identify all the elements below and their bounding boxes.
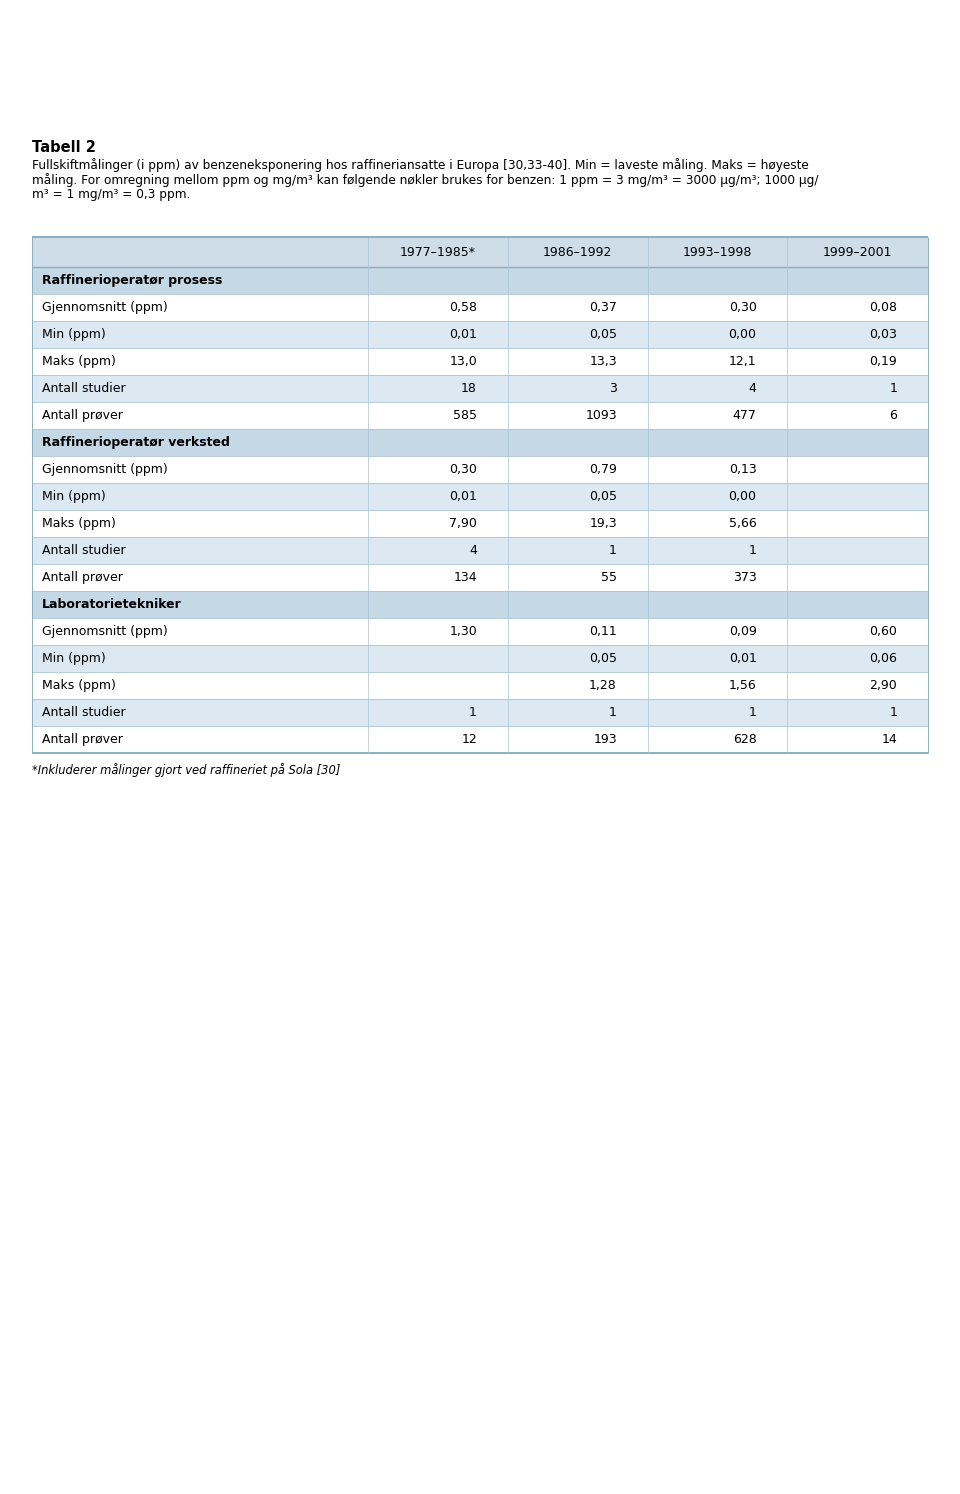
Text: Maks (ppm): Maks (ppm) bbox=[42, 517, 116, 530]
Text: Fullskiftmålinger (i ppm) av benzeneksponering hos raffineriansatte i Europa [30: Fullskiftmålinger (i ppm) av benzenekspo… bbox=[32, 158, 808, 172]
Text: 0,19: 0,19 bbox=[870, 356, 897, 368]
Text: 0,01: 0,01 bbox=[449, 490, 477, 503]
Text: Antall studier: Antall studier bbox=[42, 707, 126, 719]
Text: Antall prøver: Antall prøver bbox=[42, 409, 123, 421]
Text: 0,01: 0,01 bbox=[449, 329, 477, 341]
Bar bbox=[32, 294, 928, 321]
Text: 6: 6 bbox=[889, 409, 897, 421]
Text: Min (ppm): Min (ppm) bbox=[42, 490, 106, 503]
Text: 2,90: 2,90 bbox=[870, 678, 897, 692]
Text: 0,60: 0,60 bbox=[869, 624, 897, 638]
Text: 13,3: 13,3 bbox=[589, 356, 617, 368]
Text: 1993–1998: 1993–1998 bbox=[683, 245, 752, 258]
Text: 19,3: 19,3 bbox=[589, 517, 617, 530]
Text: 18: 18 bbox=[461, 382, 477, 394]
Text: 14: 14 bbox=[881, 734, 897, 746]
Text: Maks (ppm): Maks (ppm) bbox=[42, 356, 116, 368]
Text: 193: 193 bbox=[593, 734, 617, 746]
Text: 1: 1 bbox=[609, 707, 617, 719]
Text: m³ = 1 mg/m³ = 0,3 ppm.: m³ = 1 mg/m³ = 0,3 ppm. bbox=[32, 188, 190, 202]
Text: 0,37: 0,37 bbox=[588, 300, 617, 314]
Text: 0,58: 0,58 bbox=[449, 300, 477, 314]
Text: Min (ppm): Min (ppm) bbox=[42, 329, 106, 341]
Text: 0,00: 0,00 bbox=[729, 490, 756, 503]
Text: 1986–1992: 1986–1992 bbox=[543, 245, 612, 258]
Text: 0,00: 0,00 bbox=[729, 329, 756, 341]
Text: Maks (ppm): Maks (ppm) bbox=[42, 678, 116, 692]
Text: 0,03: 0,03 bbox=[869, 329, 897, 341]
Bar bbox=[32, 645, 928, 672]
Text: Gjennomsnitt (ppm): Gjennomsnitt (ppm) bbox=[42, 463, 168, 477]
Text: 0,13: 0,13 bbox=[729, 463, 756, 477]
Text: Antall studier: Antall studier bbox=[42, 544, 126, 557]
Text: 585: 585 bbox=[453, 409, 477, 421]
Text: Gjennomsnitt (ppm): Gjennomsnitt (ppm) bbox=[42, 624, 168, 638]
Text: 4: 4 bbox=[749, 382, 756, 394]
Text: *Inkluderer målinger gjort ved raffineriet på Sola [30]: *Inkluderer målinger gjort ved raffineri… bbox=[32, 763, 341, 777]
Text: 5,66: 5,66 bbox=[729, 517, 756, 530]
Bar bbox=[32, 565, 928, 592]
Text: 0,30: 0,30 bbox=[729, 300, 756, 314]
Text: 12,1: 12,1 bbox=[729, 356, 756, 368]
Bar bbox=[32, 267, 928, 294]
Text: 0,79: 0,79 bbox=[588, 463, 617, 477]
Text: 7,90: 7,90 bbox=[449, 517, 477, 530]
Bar bbox=[32, 672, 928, 699]
Text: Antall prøver: Antall prøver bbox=[42, 571, 123, 584]
Text: 1,30: 1,30 bbox=[449, 624, 477, 638]
Text: 55: 55 bbox=[601, 571, 617, 584]
Bar bbox=[32, 238, 928, 267]
Text: 373: 373 bbox=[732, 571, 756, 584]
Bar bbox=[32, 699, 928, 726]
Text: 3: 3 bbox=[609, 382, 617, 394]
Text: 0,11: 0,11 bbox=[589, 624, 617, 638]
Text: Antall prøver: Antall prøver bbox=[42, 734, 123, 746]
Bar bbox=[32, 375, 928, 402]
Text: 0,09: 0,09 bbox=[729, 624, 756, 638]
Text: Laboratorietekniker: Laboratorietekniker bbox=[42, 598, 181, 611]
Bar bbox=[32, 483, 928, 509]
Text: 628: 628 bbox=[732, 734, 756, 746]
Bar bbox=[32, 402, 928, 429]
Text: 1: 1 bbox=[609, 544, 617, 557]
Text: Tabell 2: Tabell 2 bbox=[32, 140, 96, 155]
Text: 1: 1 bbox=[889, 382, 897, 394]
Text: 477: 477 bbox=[732, 409, 756, 421]
Text: 1977–1985*: 1977–1985* bbox=[400, 245, 476, 258]
Text: 0,30: 0,30 bbox=[449, 463, 477, 477]
Text: 1093: 1093 bbox=[586, 409, 617, 421]
Bar bbox=[32, 619, 928, 645]
Text: 1: 1 bbox=[749, 544, 756, 557]
Text: Min (ppm): Min (ppm) bbox=[42, 651, 106, 665]
Text: 1,28: 1,28 bbox=[589, 678, 617, 692]
Text: 0,08: 0,08 bbox=[869, 300, 897, 314]
Bar bbox=[32, 429, 928, 456]
Text: 1: 1 bbox=[469, 707, 477, 719]
Text: 1999–2001: 1999–2001 bbox=[823, 245, 893, 258]
Text: 134: 134 bbox=[453, 571, 477, 584]
Bar bbox=[32, 456, 928, 483]
Bar bbox=[32, 321, 928, 348]
Text: 0,05: 0,05 bbox=[588, 490, 617, 503]
Text: 12: 12 bbox=[461, 734, 477, 746]
Text: 0,06: 0,06 bbox=[869, 651, 897, 665]
Text: 0,05: 0,05 bbox=[588, 329, 617, 341]
Bar bbox=[32, 726, 928, 753]
Text: 1: 1 bbox=[749, 707, 756, 719]
Bar bbox=[32, 348, 928, 375]
Text: Raffinerioperatør verksted: Raffinerioperatør verksted bbox=[42, 436, 229, 450]
Text: 0,05: 0,05 bbox=[588, 651, 617, 665]
Bar bbox=[32, 592, 928, 619]
Text: Antall studier: Antall studier bbox=[42, 382, 126, 394]
Text: 0,01: 0,01 bbox=[729, 651, 756, 665]
Text: Gjennomsnitt (ppm): Gjennomsnitt (ppm) bbox=[42, 300, 168, 314]
Text: 13,0: 13,0 bbox=[449, 356, 477, 368]
Text: 1: 1 bbox=[889, 707, 897, 719]
Text: måling. For omregning mellom ppm og mg/m³ kan følgende nøkler brukes for benzen:: måling. For omregning mellom ppm og mg/m… bbox=[32, 173, 819, 187]
Bar bbox=[32, 509, 928, 536]
Text: 1,56: 1,56 bbox=[729, 678, 756, 692]
Text: 4: 4 bbox=[469, 544, 477, 557]
Bar bbox=[32, 536, 928, 565]
Text: Raffinerioperatør prosess: Raffinerioperatør prosess bbox=[42, 273, 223, 287]
